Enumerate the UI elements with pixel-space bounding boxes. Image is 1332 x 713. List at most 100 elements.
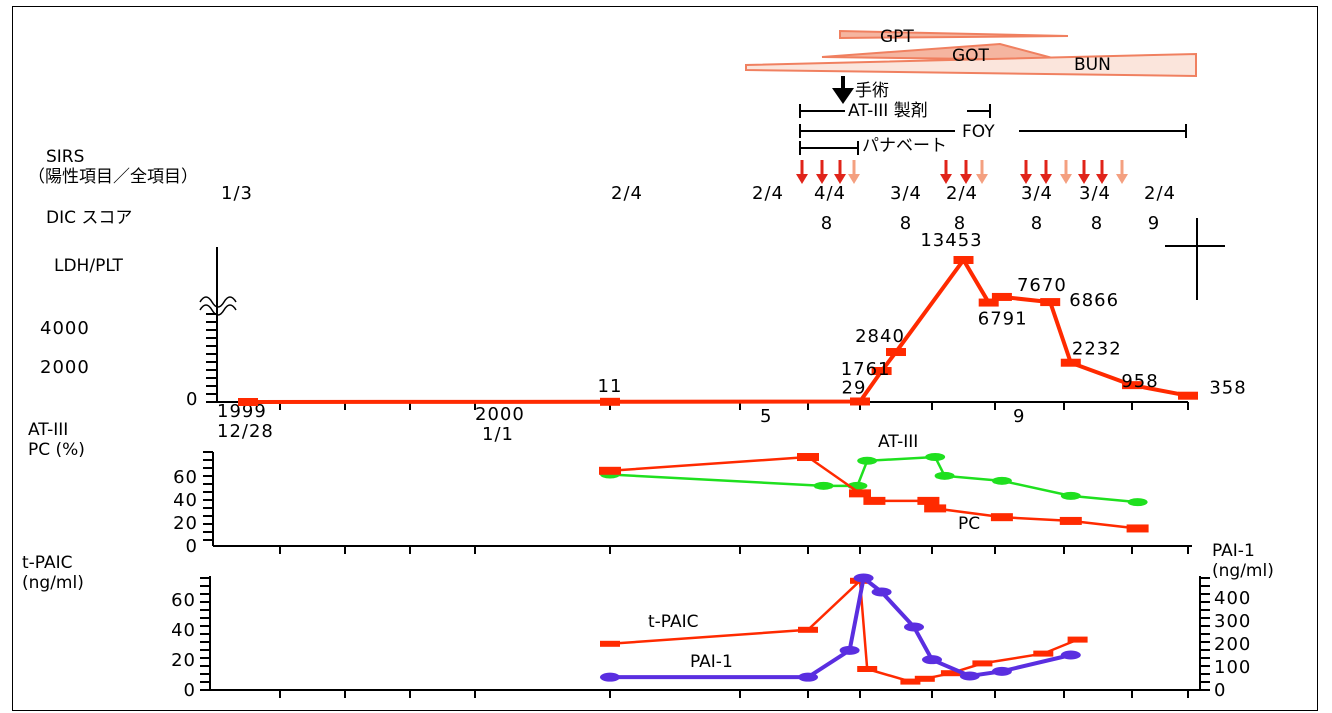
tpaic-point-3	[857, 666, 878, 672]
dic-value-0: 8	[821, 213, 833, 234]
sirs-arrow-head-10	[1078, 174, 1090, 184]
ldh-point-3	[871, 367, 892, 376]
ldh-line	[247, 256, 1189, 404]
ldh-point-8	[1040, 298, 1061, 307]
pai1-point-6	[922, 655, 942, 665]
xtick-1999: 1999	[217, 401, 267, 422]
tpaic-ylabel-line2: (ng/ml)	[22, 573, 84, 593]
pai1-ylabel-line2: (ng/ml)	[1212, 561, 1274, 581]
sirs-subtitle: （陽性項目／全項目）	[28, 167, 198, 187]
ldh-ytick-0: 0	[186, 389, 198, 410]
ldh-label-1: 29	[842, 377, 867, 398]
pai1-point-9	[1060, 650, 1081, 660]
ldh-point-11	[1178, 391, 1198, 400]
tpaic-point-1	[798, 626, 818, 633]
pai1-ylabel-line1: PAI-1	[1212, 541, 1255, 561]
at3-point-6	[991, 476, 1012, 485]
sirs-value-1: 2/4	[611, 183, 643, 204]
tpaic-ytick-2: 40	[171, 620, 196, 641]
sirs-arrow-head-9	[1060, 174, 1072, 184]
dic-value-2: 8	[954, 213, 966, 234]
sirs-value-6: 3/4	[1021, 183, 1053, 204]
pc-point-2	[849, 489, 871, 498]
panabate-label: パナベート	[862, 136, 947, 156]
ldh-point-10	[1122, 381, 1142, 390]
pai1-ytick-3: 300	[1214, 611, 1251, 632]
ldh-label-10: 358	[1209, 378, 1246, 399]
mid-series	[599, 453, 1149, 533]
bottom-series	[600, 573, 1088, 685]
gpt-label: GPT	[880, 27, 914, 47]
tpaic-point-0	[600, 640, 620, 647]
sirs-arrow-head-2	[834, 174, 846, 184]
at3-pc-ylabel-line1: AT-III	[28, 420, 68, 440]
at3-point-3	[857, 456, 878, 465]
bun-label: BUN	[1074, 55, 1111, 75]
tpaic-ytick-0: 0	[184, 680, 196, 701]
dic-value-3: 8	[1031, 213, 1043, 234]
at3-pc-ylabel-line2: PC (%)	[28, 440, 85, 460]
pai1-point-2	[839, 645, 860, 655]
ldh-point-2	[850, 397, 870, 406]
ldh-point-4	[886, 348, 906, 357]
pai1-point-8	[991, 666, 1012, 676]
ldh-point-7	[991, 292, 1012, 301]
xtick-0101: 1/1	[482, 424, 514, 445]
tpaic-point-9	[1067, 636, 1088, 643]
xtick-1228: 12/28	[217, 421, 274, 442]
sirs-arrow-head-8	[1040, 174, 1052, 184]
ldh-label-6: 7670	[1017, 275, 1067, 296]
at3-point-8	[1127, 498, 1148, 507]
tpaic-ytick-1: 20	[171, 650, 196, 671]
mid-ytick-label-2: 40	[173, 490, 198, 511]
tpaic-point-5	[914, 675, 935, 682]
pc-point-7	[1059, 516, 1082, 525]
ldh-point-6	[978, 298, 999, 307]
at3-point-1	[813, 481, 834, 490]
pai1-ytick-4: 400	[1214, 588, 1251, 609]
sirs-arrow-head-3	[848, 174, 860, 184]
ldh-label-0: 11	[598, 376, 623, 397]
ldh-point-5	[953, 256, 974, 264]
ldh-label-2: 1761	[841, 359, 891, 380]
pai1-curve-label: PAI-1	[690, 652, 733, 672]
ldh-ticks	[206, 313, 1189, 410]
xtick-5: 5	[760, 406, 772, 427]
at3-point-5	[934, 471, 955, 480]
at3-point-7	[1060, 491, 1081, 500]
xtick-9: 9	[1013, 406, 1025, 427]
tpaic-point-8	[1033, 650, 1054, 657]
surgery-label: 手術	[855, 81, 889, 101]
mid-ytick-label-1: 20	[173, 513, 198, 534]
pai1-point-1	[798, 672, 818, 682]
dic-values: 8 8 8 8 8 9	[821, 213, 1159, 234]
at3-point-4	[925, 453, 946, 462]
pai1-ytick-2: 200	[1214, 634, 1251, 655]
dic-value-1: 8	[900, 213, 912, 234]
ldh-label-4: 13453	[920, 230, 982, 251]
mid-ytick-label-3: 60	[173, 467, 198, 488]
PAI-1-line	[610, 574, 1072, 680]
gpt-wedge	[839, 29, 1069, 40]
sirs-arrow-head-1	[816, 174, 828, 184]
surgery-arrow-icon	[832, 88, 854, 104]
tpaic-ytick-3: 60	[171, 590, 196, 611]
sirs-title: SIRS	[46, 147, 84, 167]
bun-wedge	[745, 52, 1197, 78]
sirs-value-5: 2/4	[946, 183, 978, 204]
pc-point-1	[797, 453, 819, 462]
pc-point-4	[917, 496, 940, 505]
pc-point-0	[599, 466, 621, 475]
sirs-arrow-head-5	[960, 174, 972, 184]
sirs-value-2: 2/4	[752, 183, 784, 204]
tpaic-point-4	[900, 678, 921, 685]
sirs-arrow-head-7	[1020, 174, 1032, 184]
sirs-arrow-head-4	[940, 174, 952, 184]
ldh-ytick-2000: 2000	[40, 357, 90, 378]
ldh-point-0	[238, 398, 258, 406]
pc-curve-label: PC	[958, 514, 980, 534]
ldh-label-3: 2840	[855, 326, 905, 347]
pai1-point-7	[959, 671, 980, 681]
